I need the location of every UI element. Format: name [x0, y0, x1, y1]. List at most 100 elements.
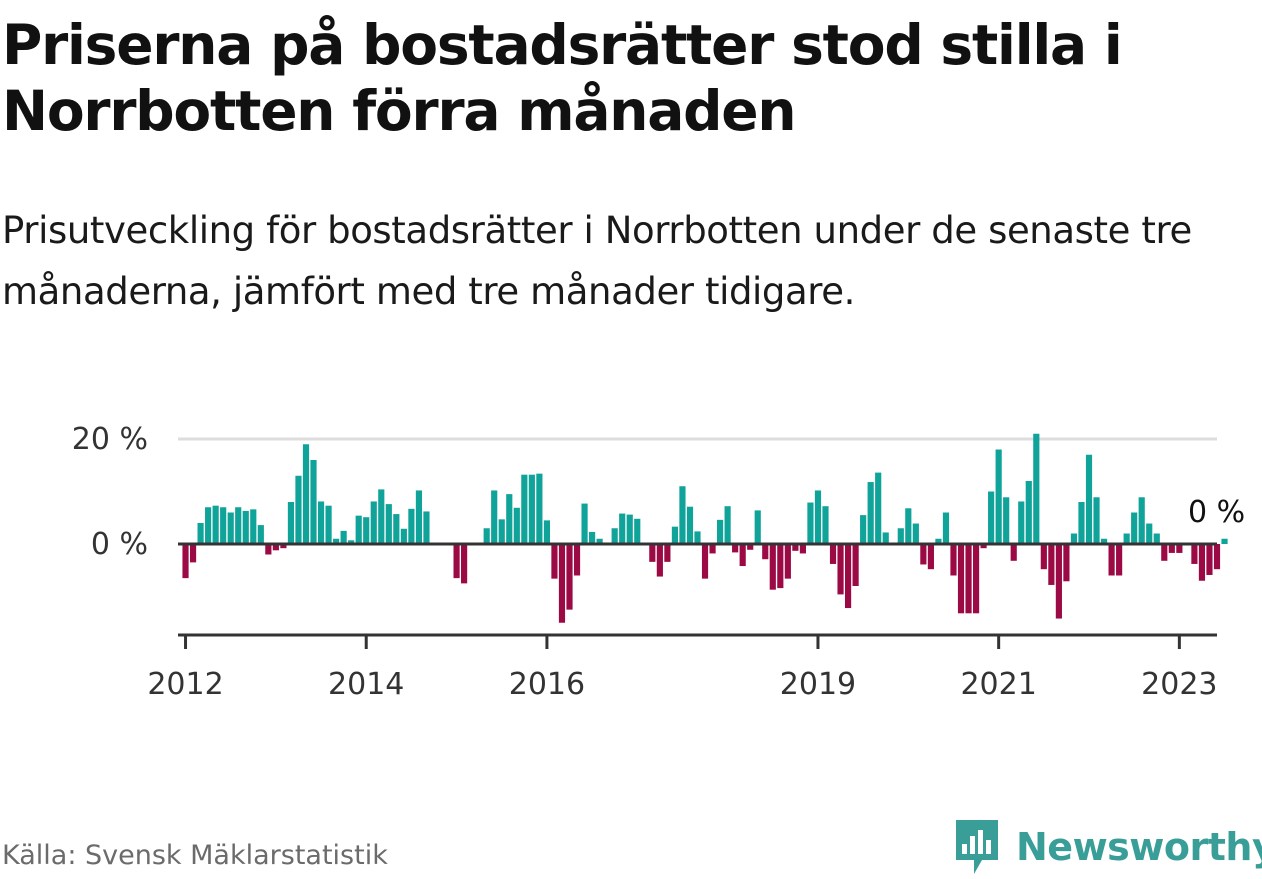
bar [235, 507, 242, 544]
bar [1010, 544, 1017, 561]
bar [265, 544, 272, 555]
bar [453, 544, 460, 579]
bar [739, 544, 746, 567]
bars-layer [182, 433, 1228, 623]
bar [701, 544, 709, 579]
bar [905, 508, 912, 544]
bar [385, 504, 392, 544]
bar [189, 544, 197, 563]
newsworthy-logo-text: Newsworthy [1016, 825, 1262, 869]
bar [747, 544, 754, 550]
bar [205, 507, 212, 544]
newsworthy-logo-icon [956, 820, 998, 874]
bar [920, 544, 927, 565]
bar [988, 491, 995, 544]
bar [965, 544, 972, 614]
bar [280, 544, 287, 549]
bar [589, 531, 596, 544]
y-tick-label: 0 % [91, 527, 148, 562]
chart-title: Priserna på bostadsrätter stod stilla i … [2, 13, 1123, 143]
bar [807, 502, 814, 544]
bar [551, 544, 558, 579]
bar [242, 510, 249, 544]
bar [573, 544, 581, 576]
x-tick-label: 2021 [960, 667, 1036, 700]
bar [1221, 538, 1228, 544]
bar [408, 508, 415, 544]
bar [634, 518, 641, 544]
bar [325, 505, 332, 544]
bar [852, 544, 859, 586]
bar [957, 544, 965, 614]
bar [317, 501, 325, 544]
bar [310, 460, 317, 544]
bar [1206, 544, 1213, 575]
bar [581, 503, 588, 544]
bar [1100, 538, 1108, 544]
bar [1131, 512, 1138, 544]
bar [543, 520, 550, 545]
last-value-label: 0 % [1188, 495, 1245, 530]
bar [686, 506, 694, 544]
bar [980, 544, 987, 549]
bar [528, 474, 535, 544]
bar [566, 544, 573, 610]
bar [792, 544, 799, 551]
bar [679, 486, 686, 544]
bar [348, 540, 355, 544]
bar [882, 532, 889, 544]
bar [333, 538, 340, 544]
bar [1161, 544, 1168, 561]
chart-subtitle: Prisutveckling för bostadsrätter i Norrb… [2, 209, 1192, 313]
bar [942, 512, 950, 544]
x-tick-label: 2019 [780, 667, 856, 700]
bar [1176, 544, 1183, 553]
bar [995, 449, 1002, 544]
bar [777, 544, 784, 589]
bar [829, 544, 837, 564]
bar [1123, 533, 1130, 544]
bar [709, 544, 716, 554]
bar [370, 501, 377, 544]
bar [694, 531, 701, 544]
bar [483, 528, 490, 544]
bar [649, 544, 656, 562]
bar [1078, 502, 1085, 544]
bar [1048, 544, 1055, 585]
bar [1191, 544, 1198, 564]
bar [1033, 433, 1040, 544]
bar [724, 506, 731, 544]
bar [295, 475, 302, 544]
x-tick-label: 2016 [509, 667, 585, 700]
bar [927, 544, 934, 570]
bar [558, 544, 566, 623]
x-tick-label: 2014 [328, 667, 404, 700]
bar [1018, 501, 1025, 544]
bar [897, 528, 904, 544]
bar [1025, 481, 1032, 544]
bar [596, 538, 603, 544]
bar [513, 507, 520, 544]
bar [784, 544, 791, 579]
labels-layer: 0 % 20 % 2012 2014 2016 2019 2021 2023 0 % [72, 422, 1245, 700]
bar [363, 517, 370, 544]
bar [1213, 544, 1221, 570]
bar [257, 525, 264, 544]
newsworthy-logo: Newsworthy [952, 816, 1262, 878]
bar [717, 519, 724, 544]
bar [611, 528, 618, 544]
bar [1093, 497, 1100, 544]
bar [1070, 533, 1078, 544]
bar [912, 523, 919, 544]
bar [671, 526, 678, 544]
bar [415, 490, 423, 544]
bar [935, 538, 942, 544]
bar [875, 472, 882, 544]
x-tick-label: 2012 [147, 667, 223, 700]
bar [506, 494, 513, 545]
bar [1116, 544, 1123, 576]
bar [227, 512, 234, 544]
bar [867, 482, 874, 544]
bar [754, 510, 761, 544]
bar [972, 544, 980, 614]
